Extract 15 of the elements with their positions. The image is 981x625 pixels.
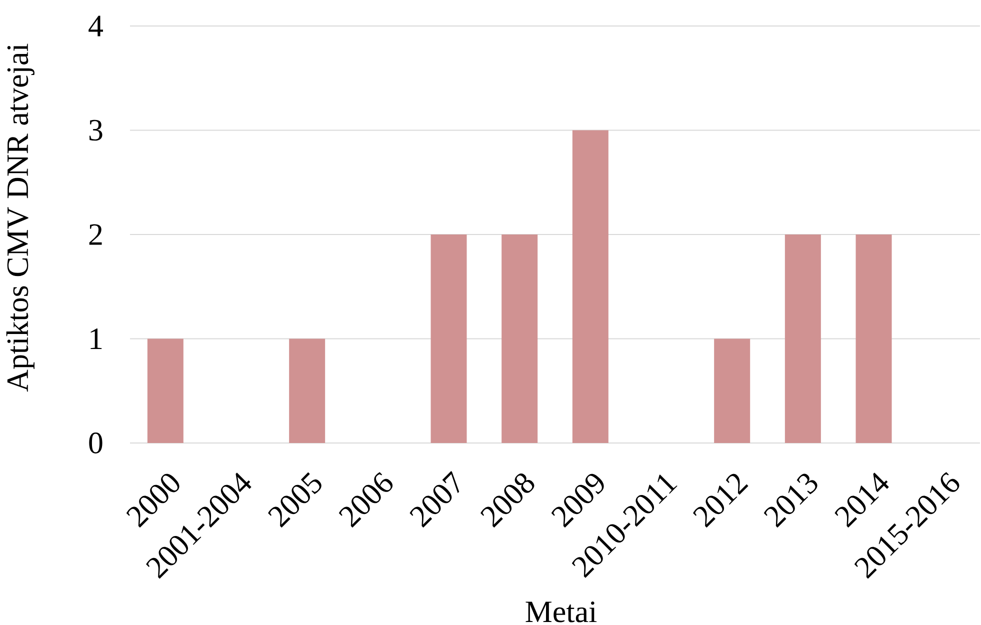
bar xyxy=(430,234,467,444)
bar xyxy=(714,338,750,444)
bar xyxy=(147,338,184,444)
y-tick-label: 0 xyxy=(89,432,102,454)
y-tick-label: 2 xyxy=(89,224,102,245)
y-tick-label: 1 xyxy=(90,328,102,349)
y-axis-title: Aptiktos CMV DNR atvejai xyxy=(6,44,34,392)
bar xyxy=(289,338,326,444)
bar xyxy=(856,234,892,444)
y-tick-label: 4 xyxy=(88,16,103,36)
bar xyxy=(502,234,538,444)
x-axis-title: Metai xyxy=(526,601,597,622)
y-tick-label: 3 xyxy=(89,120,102,141)
bar xyxy=(784,234,821,444)
bar xyxy=(572,130,608,444)
